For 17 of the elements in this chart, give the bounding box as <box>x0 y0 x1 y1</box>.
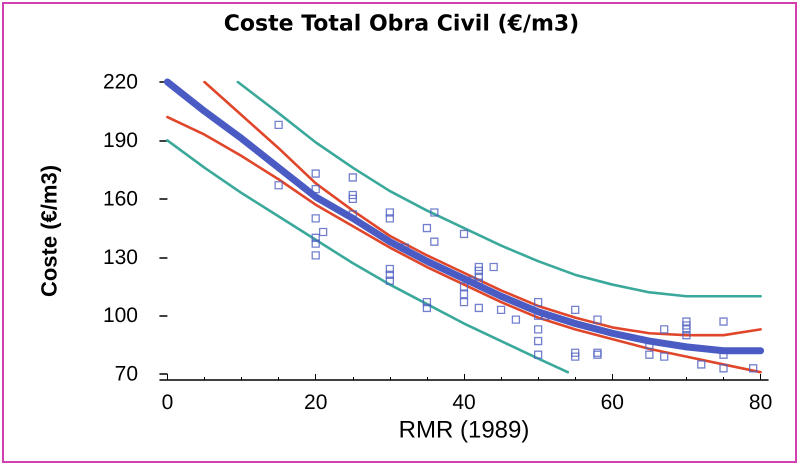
y-tick-label: 130 <box>102 246 138 269</box>
x-axis-title: RMR (1989) <box>398 416 530 444</box>
x-tick-label: 0 <box>162 391 174 414</box>
x-tick-label: 60 <box>600 391 624 414</box>
y-tick-label: 190 <box>102 128 138 152</box>
y-tick-label: 100 <box>102 304 138 328</box>
x-tick-label: 80 <box>748 391 772 414</box>
line-series <box>166 116 762 374</box>
x-tick-label: 40 <box>452 391 476 414</box>
y-tick-label: 160 <box>102 187 138 210</box>
line-series <box>236 80 762 298</box>
y-tick-label: 70 <box>114 362 138 386</box>
line-series <box>166 139 570 374</box>
y-tick-label: 220 <box>102 70 138 94</box>
x-tick-label: 20 <box>304 391 328 414</box>
chart-title: Coste Total Obra Civil (€/m3) <box>224 12 580 36</box>
y-axis-title: Coste (€/m3) <box>36 164 62 298</box>
